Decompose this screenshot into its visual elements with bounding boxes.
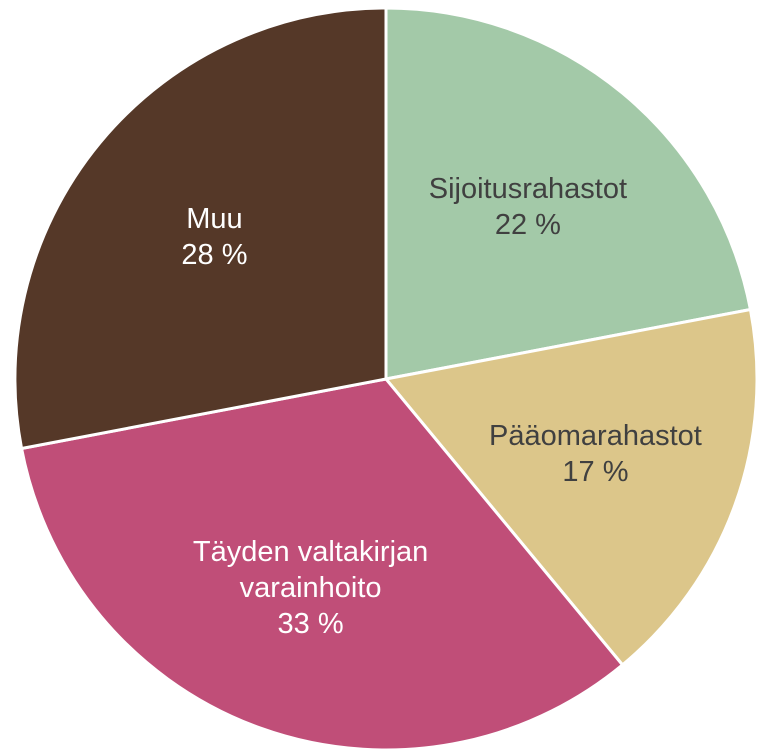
value-label: 17 %	[562, 456, 629, 489]
value-label: 33 %	[277, 608, 344, 641]
value-label: 28 %	[181, 239, 248, 272]
slice-label: Pääomarahastot 17 %	[415, 418, 757, 490]
pie-slice	[384, 6, 753, 381]
category-label: Pääomarahastot	[489, 420, 702, 453]
slice-label: Muu 28 %	[34, 201, 394, 273]
slice-label: Sijoitusrahastot 22 %	[348, 171, 708, 243]
slice-label: Täyden valtakirjan varainhoito 33 %	[131, 534, 491, 642]
pie-slice	[13, 6, 388, 451]
category-label: Muu	[186, 203, 243, 236]
category-label: Täyden valtakirjan varainhoito	[192, 536, 429, 605]
value-label: 22 %	[494, 209, 561, 242]
pie-slice	[383, 307, 757, 667]
pie-slice	[19, 377, 625, 750]
category-label: Sijoitusrahastot	[428, 173, 628, 206]
